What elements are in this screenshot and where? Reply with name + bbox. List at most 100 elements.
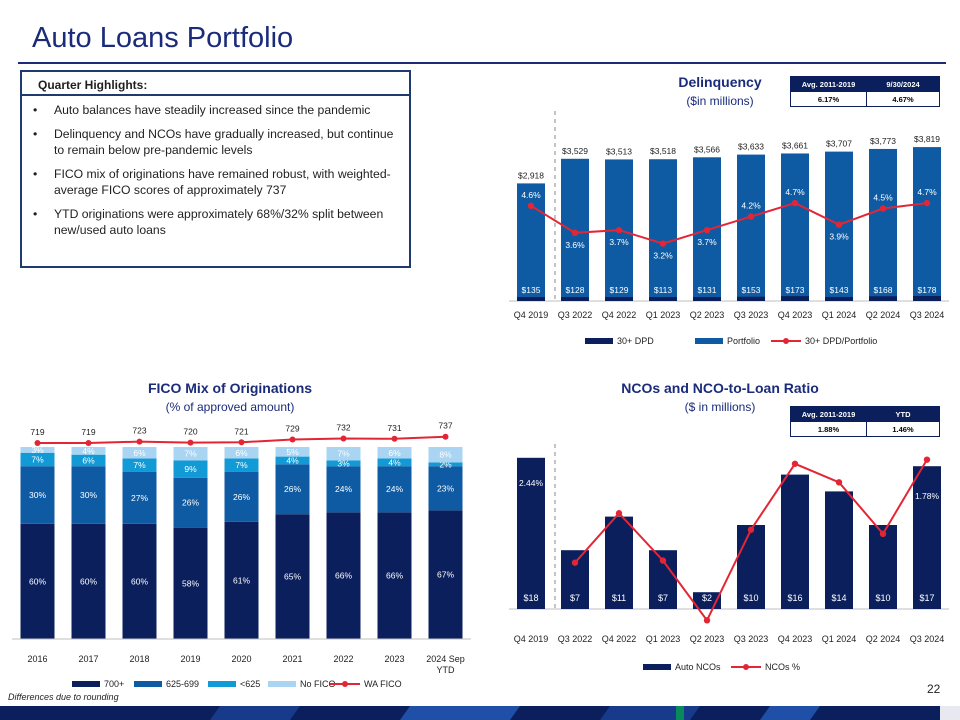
wa-fico-point	[340, 435, 347, 442]
fico-seg-625699	[326, 466, 361, 513]
fico-seg-label: 65%	[284, 572, 301, 582]
x-tick-label: Q4 2019	[514, 310, 549, 320]
ratio-point	[615, 226, 623, 234]
x-tick-label: Q3 2024	[910, 634, 945, 644]
fico-seg-nofico	[122, 447, 157, 459]
dpd-bar	[517, 297, 545, 301]
wa-fico-label: 732	[336, 422, 350, 432]
ratio-label: 4.2%	[741, 201, 761, 211]
wa-fico-label: 729	[285, 424, 299, 434]
fico-title: FICO Mix of Originations	[147, 380, 313, 396]
fico-seg-625699	[377, 466, 412, 513]
nco-bar	[913, 466, 941, 609]
legend-label: 30+ DPD/Portfolio	[805, 336, 877, 346]
fico-seg-700	[224, 521, 259, 639]
legend-label: 700+	[104, 679, 124, 689]
fico-seg-label: 4%	[388, 457, 401, 467]
x-tick-label: Q4 2022	[602, 310, 637, 320]
nco-bar-label: $2	[702, 593, 712, 603]
legend-wa-fico-swatch-marker	[342, 681, 348, 687]
fico-seg-label: 7%	[133, 460, 146, 470]
dpd-label: $129	[610, 285, 629, 295]
highlights-list: Auto balances have steadily increased si…	[22, 96, 409, 238]
nco-pct-point	[571, 559, 579, 566]
x-tick-label: 2018	[129, 654, 149, 664]
fico-seg-label: 6%	[235, 448, 248, 458]
dpd-bar	[869, 296, 897, 301]
nco-pct-label: 2.44%	[519, 478, 544, 488]
fico-seg-label: 60%	[29, 576, 46, 586]
x-tick-label: 2021	[282, 654, 302, 664]
portfolio-bar	[649, 159, 677, 301]
wa-fico-point	[238, 439, 245, 446]
fico-seg-label: 9%	[184, 464, 197, 474]
wa-fico-point	[187, 439, 194, 446]
dpd-label: $135	[522, 285, 541, 295]
portfolio-label: $3,773	[870, 136, 896, 146]
fico-seg-625699	[122, 471, 157, 524]
legend-label: No FICO	[300, 679, 336, 689]
ratio-label: 3.7%	[609, 237, 629, 247]
dpd-label: $113	[654, 285, 673, 295]
portfolio-label: $3,566	[694, 144, 720, 154]
nco-pct-point	[835, 479, 843, 486]
nco-chart: $18 Q4 2019 $7 Q3 2022 $11 Q4 2022 $7 Q1 2023 $2…	[509, 444, 949, 672]
x-tick-label: Q1 2023	[646, 634, 681, 644]
portfolio-label: $3,661	[782, 140, 808, 150]
nco-bar-label: $16	[787, 593, 802, 603]
nco-avg-table: Avg. 2011-2019 YTD 1.88% 1.46%	[790, 406, 940, 437]
fico-seg-625699	[428, 466, 463, 511]
fico-seg-625	[326, 460, 361, 467]
dpd-bar	[605, 297, 633, 301]
fico-seg-nofico	[275, 447, 310, 457]
fico-seg-nofico	[173, 447, 208, 461]
fico-seg-label: 66%	[335, 571, 352, 581]
x-tick-label: Q2 2023	[690, 634, 725, 644]
nco-pct-point	[703, 617, 711, 624]
portfolio-label: $3,518	[650, 146, 676, 156]
fico-seg-label: 67%	[437, 570, 454, 580]
x-tick-label: 2024 Sep	[426, 654, 465, 664]
fico-seg-label: 27%	[131, 493, 148, 503]
x-tick-label: Q4 2023	[778, 634, 813, 644]
nco-bar	[517, 457, 545, 609]
legend-ratio-swatch-marker	[783, 338, 789, 344]
fico-seg-625	[71, 454, 106, 467]
fico-seg-label: 26%	[284, 484, 301, 494]
ratio-point	[791, 199, 799, 207]
highlight-bullet: FICO mix of originations have remained r…	[33, 166, 399, 198]
legend-label: NCOs %	[765, 662, 800, 672]
wa-fico-point	[391, 435, 398, 442]
portfolio-label: $3,707	[826, 139, 852, 149]
fico-seg-label: 2%	[439, 459, 452, 469]
dpd-label: $128	[566, 285, 585, 295]
nco-avg-header-2: YTD	[866, 406, 940, 422]
x-tick-label: YTD	[437, 665, 456, 675]
wa-fico-point	[85, 440, 92, 446]
fico-seg-700	[377, 512, 412, 639]
ratio-point	[527, 202, 535, 209]
highlight-bullet: YTD originations were approximately 68%/…	[33, 206, 399, 238]
legend-fico-0-swatch	[72, 681, 100, 687]
nco-bar-label: $18	[523, 593, 538, 603]
fico-seg-700	[173, 527, 208, 639]
delinquency-avg-table: Avg. 2011-2019 9/30/2024 6.17% 4.67%	[790, 76, 940, 107]
wa-fico-label: 720	[183, 427, 197, 437]
nco-bar	[825, 491, 853, 609]
wa-fico-label: 719	[81, 427, 95, 437]
nco-bar-label: $10	[743, 593, 758, 603]
x-tick-label: Q3 2024	[910, 310, 945, 320]
portfolio-label: $2,918	[518, 170, 544, 180]
dpd-bar	[825, 296, 853, 301]
title-divider	[18, 62, 946, 64]
legend-auto-ncos-swatch	[643, 664, 671, 670]
legend-fico-1-swatch	[134, 681, 162, 687]
fico-seg-625	[173, 460, 208, 478]
x-tick-label: Q2 2023	[690, 310, 725, 320]
fico-seg-label: 8%	[439, 450, 452, 460]
fico-seg-label: 7%	[235, 460, 248, 470]
nco-bar-label: $14	[831, 593, 846, 603]
nco-pct-point	[615, 510, 623, 517]
nco-bar-label: $17	[919, 593, 934, 603]
dpd-bar	[913, 296, 941, 301]
